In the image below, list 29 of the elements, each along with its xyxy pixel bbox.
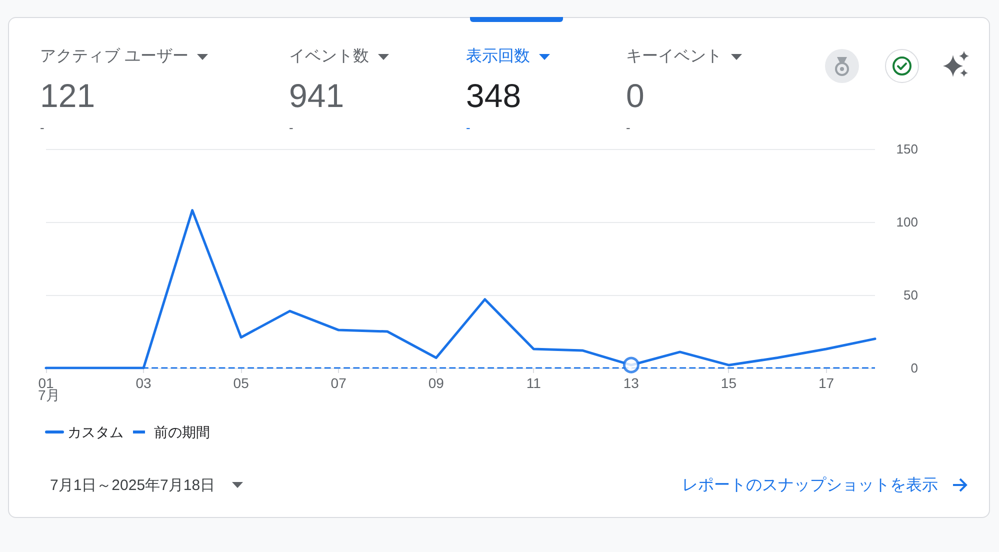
text: レポートのスナップショットを表示 xyxy=(682,476,938,496)
x-tick-label: 09 xyxy=(428,375,444,391)
x-tick-label: 07 xyxy=(330,375,347,391)
category-label: イベント数 xyxy=(289,47,369,67)
text: 7月1日～2025年7月18日 xyxy=(50,476,216,494)
x-tick-label: 03 xyxy=(136,375,152,391)
text: - xyxy=(466,120,470,136)
x-tick-label: 11 xyxy=(526,375,542,391)
x-tick-label: 13 xyxy=(623,375,640,391)
y-tick-label: 150 xyxy=(896,142,918,156)
x-tick-label: 15 xyxy=(720,375,737,391)
text: - xyxy=(289,120,294,136)
y-tick-label: 0 xyxy=(910,360,918,376)
data-label: 0 xyxy=(626,76,644,116)
text: - xyxy=(626,120,630,136)
text: - xyxy=(40,120,44,136)
y-tick-label: 50 xyxy=(904,288,918,302)
data-label: 121 xyxy=(40,76,96,116)
data-label: 941 xyxy=(289,76,344,116)
y-tick-label: 100 xyxy=(896,214,918,230)
text: 7月 xyxy=(38,387,60,403)
category-label: 表示回数 xyxy=(466,46,530,67)
category-label: キーイベント xyxy=(626,47,722,67)
legend-label: カスタム xyxy=(68,424,124,440)
category-label: アクティブ ユーザー xyxy=(40,46,188,67)
data-label: 348 xyxy=(466,76,522,116)
x-tick-label: 05 xyxy=(233,375,250,391)
legend-label: 前の期間 xyxy=(154,424,210,440)
x-tick-label: 17 xyxy=(818,375,834,391)
